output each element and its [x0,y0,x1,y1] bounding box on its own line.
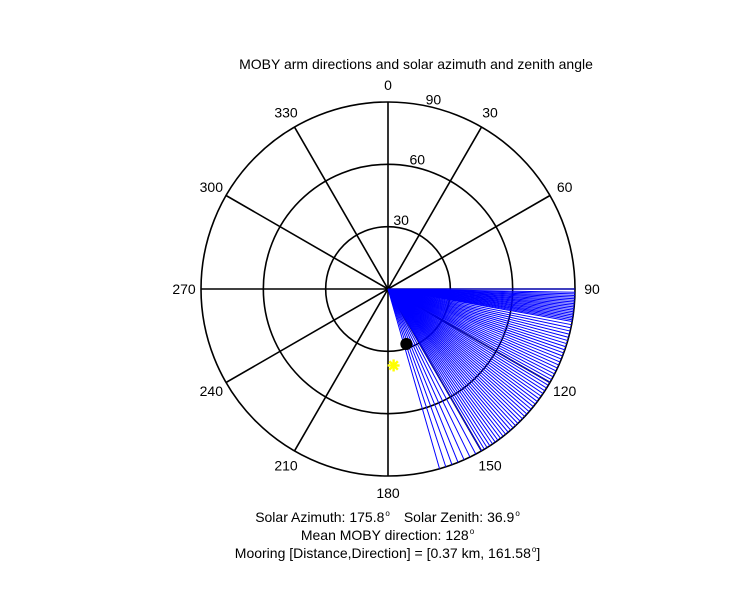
arm-line-41 [387,288,547,389]
arm-line-74 [387,288,453,465]
spoke-210 [293,288,389,452]
arm-line-46 [387,288,538,402]
mooring-marker [400,338,413,351]
angle-label-180: 180 [376,485,400,501]
arm-line-31 [387,288,562,360]
arm-line-27 [387,288,567,348]
arm-line-21 [387,288,572,329]
radial-label-60: 60 [409,152,425,168]
solar-azimuth-text: Solar Azimuth: 175.8 [255,509,385,525]
mooring-caption: Mooring [Distance,Direction] = [0.37 km,… [0,545,750,561]
angle-label-120: 120 [553,383,577,399]
arm-line-24 [387,288,569,338]
degree-mark: o [385,509,390,519]
arm-line-28 [387,288,565,351]
arm-line-54 [387,288,521,422]
angle-label-240: 240 [200,383,224,399]
spoke-330 [293,126,389,290]
radial-label-30: 30 [393,212,409,228]
arm-line-49 [387,288,532,410]
angle-label-90: 90 [584,281,600,297]
arm-line-65 [387,288,493,445]
arm-line-34 [387,288,558,369]
radial-label-90: 90 [426,91,442,107]
arm-line-47 [387,288,536,405]
arm-line-55 [387,288,519,424]
arm-line-70 [387,288,477,455]
angle-label-150: 150 [478,458,502,474]
arm-line-59 [387,288,509,433]
moby-arm-directions [387,288,575,469]
arm-line-66 [387,288,491,447]
angle-label-270: 270 [172,281,196,297]
arm-line-48 [387,288,534,408]
arm-line-63 [387,288,499,441]
sun-marker [387,359,400,372]
arm-line-36 [387,288,555,375]
spoke-300 [225,194,389,290]
angle-label-60: 60 [557,179,573,195]
arm-line-42 [387,288,546,392]
arm-line-76 [387,288,441,469]
arm-line-45 [387,288,540,400]
degree-mark: o [515,509,520,519]
arm-line-44 [387,288,542,397]
arm-line-30 [387,288,563,357]
arm-line-57 [387,288,514,429]
arm-line-19 [387,288,573,322]
spoke-240 [225,288,389,384]
arm-line-51 [387,288,528,415]
sun-ray [388,360,399,371]
arm-line-64 [387,288,496,443]
degree-mark: o [531,545,537,555]
arm-line-43 [387,288,544,394]
arm-line-33 [387,288,560,366]
arm-line-58 [387,288,512,431]
arm-line-22 [387,288,571,332]
arm-line-32 [387,288,561,363]
solar-zenith-text: Solar Zenith: 36.9 [403,509,515,525]
spoke-60 [387,194,551,290]
angle-label-330: 330 [274,104,298,120]
arm-line-75 [387,288,447,468]
arm-line-69 [387,288,482,452]
arm-line-56 [387,288,516,427]
arm-line-29 [387,288,564,354]
arm-line-35 [387,288,557,372]
arm-line-61 [387,288,504,437]
arm-line-37 [387,288,554,378]
arm-line-23 [387,288,570,335]
arm-line-62 [387,288,501,439]
spoke-30 [387,126,483,290]
arm-line-39 [387,288,551,383]
mooring-text: Mooring [Distance,Direction] = [0.37 km,… [234,545,531,561]
markers [387,338,413,372]
arm-line-53 [387,288,523,420]
mean-moby-caption: Mean MOBY direction: 128o [0,527,750,543]
tick-labels: 0 30 60 90 120 150 180 210 240 270 300 330 30 60 90 [172,77,600,501]
arm-line-50 [387,288,530,413]
angle-label-0: 0 [384,77,392,93]
arm-line-73 [387,288,459,463]
arm-line-25 [387,288,568,342]
solar-caption: Solar Azimuth: 175.8o Solar Zenith: 36.9o [0,509,750,525]
arm-line-67 [387,288,488,448]
arm-line-52 [387,288,526,417]
arm-line-38 [387,288,552,381]
arm-line-60 [387,288,507,435]
arm-line-20 [387,288,572,326]
mooring-close-bracket: ] [536,545,541,561]
arm-line-72 [387,288,465,461]
arm-line-40 [387,288,549,386]
arm-line-71 [387,288,471,458]
arm-line-26 [387,288,567,345]
chart-title: MOBY arm directions and solar azimuth an… [239,56,593,72]
angle-label-300: 300 [200,179,224,195]
arm-line-68 [387,288,485,450]
angle-label-210: 210 [274,458,298,474]
angle-label-30: 30 [482,104,498,120]
mean-moby-text: Mean MOBY direction: 128 [300,527,469,543]
degree-mark: o [469,527,475,537]
